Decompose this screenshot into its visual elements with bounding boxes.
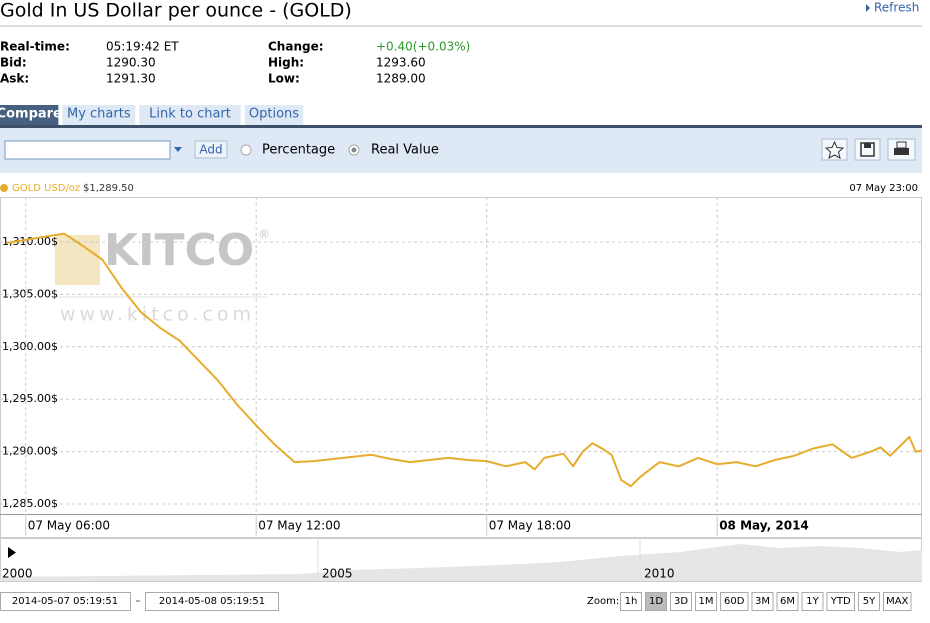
radio-dot xyxy=(351,147,357,153)
quote-table: Real-time: 05:19:42 ET Change: +0.40(+0.03%… xyxy=(0,40,470,86)
zoom-button-label: 3D xyxy=(674,596,688,607)
legend-name: GOLD USD/oz xyxy=(12,183,80,194)
zoom-button[interactable] xyxy=(695,592,717,611)
tab-label: Options xyxy=(249,107,299,122)
zoom-button-label: 1M xyxy=(699,596,714,607)
tabs: Compare My charts Link to chart Options xyxy=(0,105,304,125)
y-tick-label: 1,290.00$ xyxy=(2,445,58,458)
quote-value: 1291.30 xyxy=(106,72,156,86)
tab-label: My charts xyxy=(67,107,131,122)
quote-value: 05:19:42 ET xyxy=(106,40,179,54)
refresh-arrow xyxy=(866,4,870,12)
save-button[interactable] xyxy=(854,138,881,161)
print-icon xyxy=(894,148,909,155)
legend-price: $1,289.50 xyxy=(83,183,134,194)
radio-label: Real Value xyxy=(371,143,439,158)
zoom-button[interactable] xyxy=(751,592,774,611)
chart-frame xyxy=(0,197,922,538)
tab[interactable] xyxy=(139,105,241,125)
zoom-button-label: 6M xyxy=(780,596,795,607)
tab[interactable] xyxy=(244,105,304,125)
add-label: Add xyxy=(199,143,222,157)
legend-dot xyxy=(0,184,8,192)
refresh-link[interactable]: Refresh xyxy=(874,1,919,15)
watermark-url: www.kitco.com xyxy=(60,304,255,326)
zoom-button-label: 1D xyxy=(649,596,663,607)
tab-label: Compare xyxy=(0,107,62,122)
symbol-input[interactable] xyxy=(4,140,171,160)
quote-label: Ask: xyxy=(0,72,29,86)
zoom-button[interactable] xyxy=(826,592,855,611)
quote-value: 1289.00 xyxy=(376,72,426,86)
y-tick-label: 1,305.00$ xyxy=(2,287,58,300)
star-icon xyxy=(824,140,845,159)
start-date-input[interactable] xyxy=(0,592,131,611)
zoom-button-label: 60D xyxy=(724,596,745,607)
x-tick-label: 08 May, 2014 xyxy=(719,519,809,533)
end-date-input[interactable] xyxy=(145,592,279,611)
navigator-label: 2000 xyxy=(2,567,33,581)
quote-value: 1290.30 xyxy=(106,56,156,70)
zoom-button-label: 1h xyxy=(625,596,638,607)
tab-label: Link to chart xyxy=(149,107,231,122)
navigator-label: 2005 xyxy=(322,567,353,581)
zoom-button[interactable] xyxy=(645,592,667,611)
tab[interactable] xyxy=(0,105,59,125)
zoom-button[interactable] xyxy=(858,592,880,611)
zoom-button[interactable] xyxy=(883,592,912,611)
x-tick-label: 07 May 12:00 xyxy=(258,519,340,533)
radio[interactable] xyxy=(240,144,252,156)
watermark-mark: ® xyxy=(258,228,270,242)
quote-label: Bid: xyxy=(0,56,27,70)
zoom-button[interactable] xyxy=(801,592,824,611)
zoom-button[interactable] xyxy=(670,592,692,611)
x-tick-label: 07 May 18:00 xyxy=(489,519,571,533)
x-tick-label: 07 May 06:00 xyxy=(28,519,110,533)
navigator-area xyxy=(0,544,922,581)
watermark: KITCO ® www.kitco.com xyxy=(55,225,270,326)
save-icon xyxy=(864,143,871,148)
zoom-button-label: MAX xyxy=(886,596,908,607)
quote-value: +0.40(+0.03%) xyxy=(376,40,470,54)
zoom-button[interactable] xyxy=(620,592,642,611)
plot: 1,285.00$ 1,290.00$ 1,295.00$ 1,300.00$ 1,30… xyxy=(0,197,922,536)
last-time: 07 May 23:00 xyxy=(849,183,918,194)
watermark-name: KITCO xyxy=(104,225,254,276)
price-line xyxy=(6,232,922,488)
y-tick-label: 1,295.00$ xyxy=(2,392,58,405)
quote-label: High: xyxy=(268,56,304,70)
favorite-button[interactable] xyxy=(821,138,848,161)
add-button[interactable] xyxy=(194,140,228,159)
quote-value: 1293.60 xyxy=(376,56,426,70)
zoom-button[interactable] xyxy=(720,592,749,611)
y-tick-label: 1,285.00$ xyxy=(2,497,58,510)
dropdown-arrow[interactable] xyxy=(174,147,182,152)
zoom-label: Zoom: xyxy=(587,596,619,607)
navigator-label: 2010 xyxy=(644,567,675,581)
end-date: 2014-05-08 05:19:51 xyxy=(159,596,265,607)
page-title: Gold In US Dollar per ounce - (GOLD) xyxy=(0,0,352,22)
radio-label: Percentage xyxy=(262,143,335,158)
zoom-buttons: 1h 1D 3D 1M 60D 3M 6M 1Y YTD 5Y MAX xyxy=(620,592,912,611)
zoom-button-label: 1Y xyxy=(806,596,819,607)
tab[interactable] xyxy=(62,105,136,125)
zoom-button-label: 3M xyxy=(755,596,770,607)
play-button[interactable] xyxy=(8,547,16,558)
tab-rule xyxy=(0,125,922,128)
y-tick-label: 1,310.00$ xyxy=(2,235,58,248)
quote-label: Real-time: xyxy=(0,40,70,54)
y-tick-label: 1,300.00$ xyxy=(2,340,58,353)
zoom-button-label: YTD xyxy=(830,596,851,607)
start-date: 2014-05-07 05:19:51 xyxy=(12,596,118,607)
zoom-button[interactable] xyxy=(776,592,799,611)
quote-label: Low: xyxy=(268,72,300,86)
quote-label: Change: xyxy=(268,40,324,54)
zoom-button-label: 5Y xyxy=(863,596,876,607)
